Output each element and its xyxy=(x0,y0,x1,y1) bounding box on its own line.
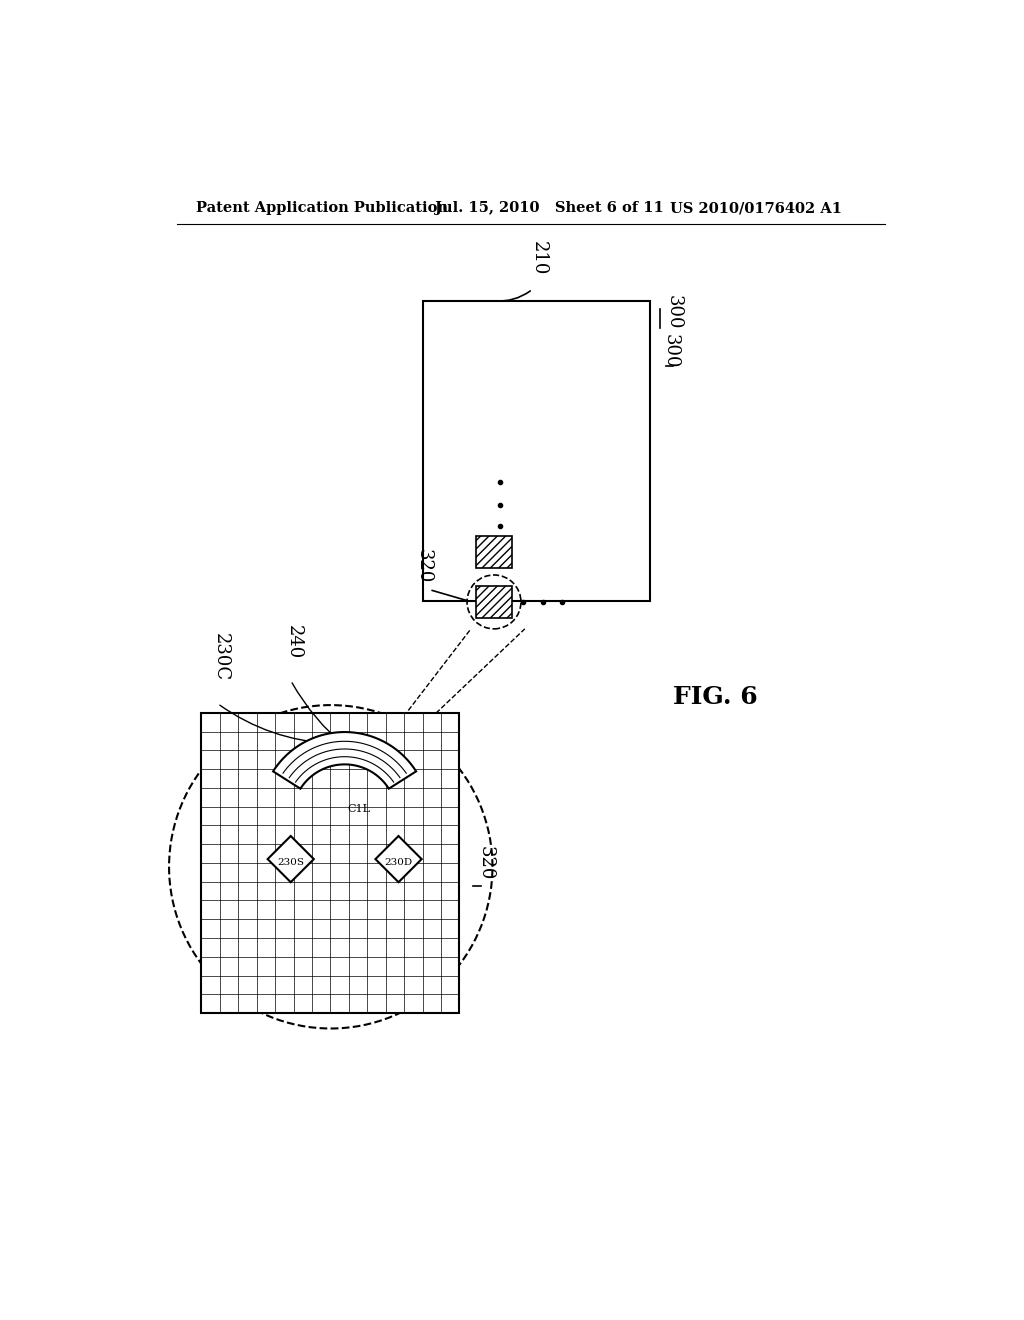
Text: 300: 300 xyxy=(665,296,682,330)
Polygon shape xyxy=(267,836,313,882)
Text: C1L: C1L xyxy=(347,804,370,814)
Text: FIG. 6: FIG. 6 xyxy=(674,685,758,709)
Text: 230S: 230S xyxy=(278,858,304,867)
Polygon shape xyxy=(376,836,422,882)
Bar xyxy=(423,301,650,601)
Text: 320: 320 xyxy=(477,846,495,880)
Circle shape xyxy=(169,705,493,1028)
Bar xyxy=(475,586,512,618)
Text: US 2010/0176402 A1: US 2010/0176402 A1 xyxy=(670,202,842,215)
Text: 230D: 230D xyxy=(384,858,413,867)
Text: 320: 320 xyxy=(414,549,432,583)
Text: 210: 210 xyxy=(529,242,548,276)
Text: Jul. 15, 2010   Sheet 6 of 11: Jul. 15, 2010 Sheet 6 of 11 xyxy=(435,202,664,215)
Text: 240: 240 xyxy=(285,624,302,659)
Bar xyxy=(202,713,460,1014)
Text: 300: 300 xyxy=(662,334,679,368)
Text: 230C: 230C xyxy=(211,634,229,681)
Text: Patent Application Publication: Patent Application Publication xyxy=(196,202,449,215)
Bar xyxy=(475,536,512,568)
Polygon shape xyxy=(273,733,416,788)
